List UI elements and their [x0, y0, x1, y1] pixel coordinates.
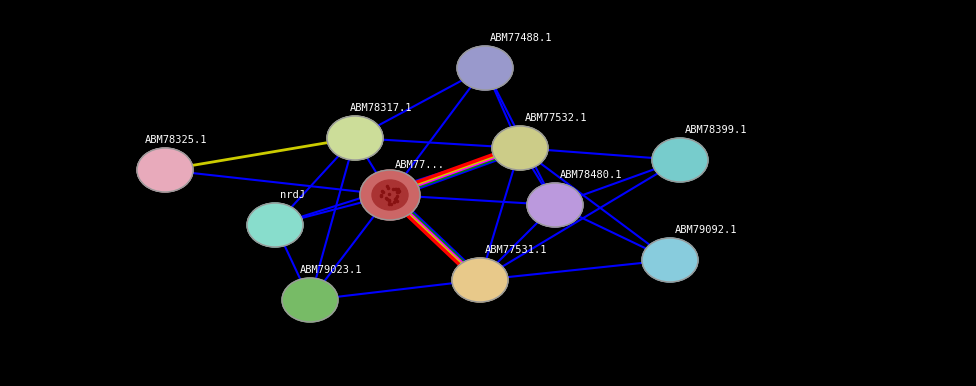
Ellipse shape [360, 170, 420, 220]
Ellipse shape [282, 278, 338, 322]
Ellipse shape [137, 148, 193, 192]
Text: ABM79023.1: ABM79023.1 [300, 265, 362, 275]
Ellipse shape [652, 138, 708, 182]
Text: ABM78399.1: ABM78399.1 [685, 125, 748, 135]
Text: ABM78325.1: ABM78325.1 [145, 135, 208, 145]
Ellipse shape [457, 46, 513, 90]
Text: ABM77532.1: ABM77532.1 [525, 113, 588, 123]
Text: ABM78317.1: ABM78317.1 [350, 103, 413, 113]
Ellipse shape [247, 203, 303, 247]
Ellipse shape [642, 238, 698, 282]
Text: ABM77488.1: ABM77488.1 [490, 33, 552, 43]
Text: nrdJ: nrdJ [280, 190, 305, 200]
Text: ABM79092.1: ABM79092.1 [675, 225, 738, 235]
Ellipse shape [327, 116, 383, 160]
Ellipse shape [372, 180, 408, 210]
Text: ABM78480.1: ABM78480.1 [560, 170, 623, 180]
Ellipse shape [492, 126, 548, 170]
Ellipse shape [452, 258, 508, 302]
Ellipse shape [527, 183, 583, 227]
Text: ABM77...: ABM77... [395, 160, 445, 170]
Text: ABM77531.1: ABM77531.1 [485, 245, 548, 255]
